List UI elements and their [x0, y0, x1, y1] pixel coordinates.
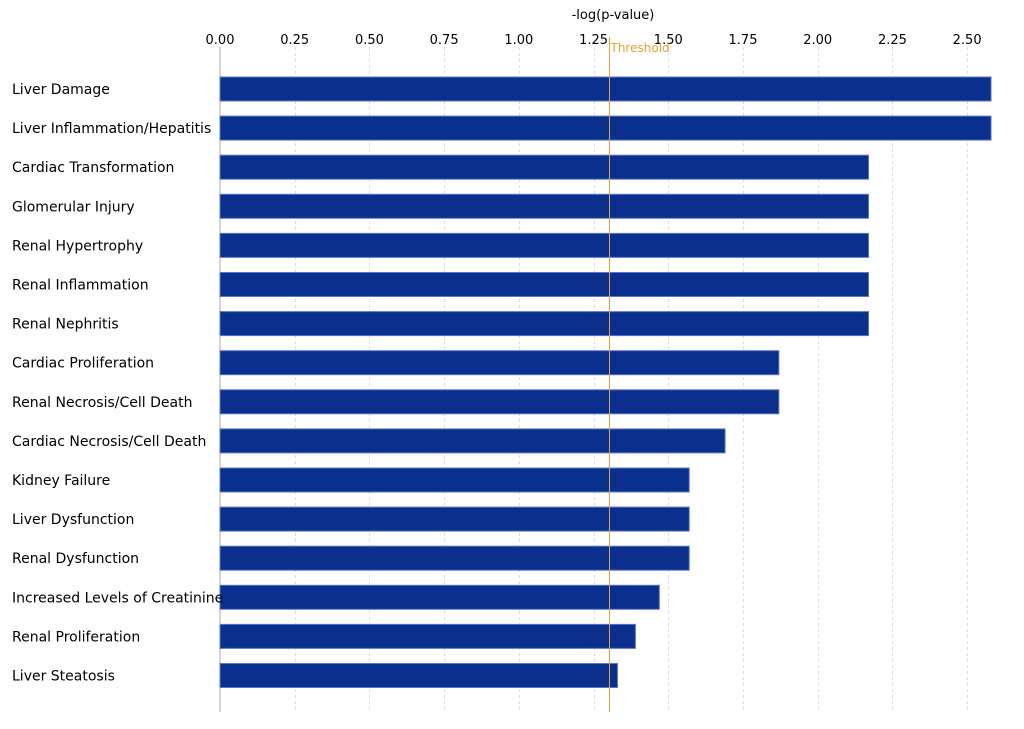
category-label: Increased Levels of Creatinine — [12, 590, 223, 606]
x-axis-ticks: 0.00 0.25 0.50 0.75 1.00 1.25 1.50 1.75 2.00 2.25… — [206, 33, 982, 48]
x-tick-label: 1.00 — [504, 33, 533, 48]
x-tick-label: 2.00 — [803, 33, 832, 48]
bar — [219, 115, 992, 141]
bars — [219, 76, 992, 688]
bar — [219, 76, 992, 102]
category-label: Liver Dysfunction — [12, 512, 134, 528]
category-label: Renal Necrosis/Cell Death — [12, 395, 192, 411]
x-tick-label: 0.75 — [430, 33, 459, 48]
bar — [219, 389, 780, 415]
x-tick-label: 0.25 — [280, 33, 309, 48]
category-labels: Liver Damage Liver Inflammation/Hepatitis… — [12, 82, 223, 685]
bar — [219, 428, 726, 454]
category-label: Cardiac Transformation — [12, 160, 174, 176]
bar — [219, 154, 870, 180]
bar — [219, 506, 690, 532]
category-label: Liver Inflammation/Hepatitis — [12, 121, 211, 137]
bar — [219, 623, 636, 649]
bar — [219, 663, 618, 688]
category-label: Renal Inflammation — [12, 278, 149, 294]
x-tick-label: 0.50 — [355, 33, 384, 48]
x-tick-label: 2.25 — [878, 33, 907, 48]
bar — [219, 467, 690, 493]
bar — [219, 350, 780, 376]
category-label: Liver Damage — [12, 82, 110, 98]
category-label: Renal Proliferation — [12, 629, 140, 645]
threshold-label: Threshold — [610, 41, 670, 55]
category-label: Renal Dysfunction — [12, 551, 139, 567]
category-label: Liver Steatosis — [12, 669, 115, 685]
bar — [219, 545, 690, 571]
category-label: Cardiac Necrosis/Cell Death — [12, 434, 206, 450]
bar — [219, 193, 870, 219]
x-tick-label: 1.75 — [729, 33, 758, 48]
category-label: Renal Nephritis — [12, 317, 119, 333]
x-tick-label: 0.00 — [206, 33, 235, 48]
category-label: Cardiac Proliferation — [12, 356, 154, 372]
gridlines — [219, 47, 968, 712]
bar — [219, 584, 660, 610]
bar — [219, 232, 870, 258]
x-tick-label: 2.50 — [953, 33, 982, 48]
x-tick-label: 1.50 — [654, 33, 683, 48]
bar — [219, 272, 870, 297]
category-label: Kidney Failure — [12, 473, 110, 489]
x-tick-label: 1.25 — [579, 33, 608, 48]
category-label: Glomerular Injury — [12, 199, 135, 215]
bar — [219, 311, 870, 337]
category-label: Renal Hypertrophy — [12, 238, 143, 254]
x-axis-title: -log(p-value) — [572, 8, 655, 23]
